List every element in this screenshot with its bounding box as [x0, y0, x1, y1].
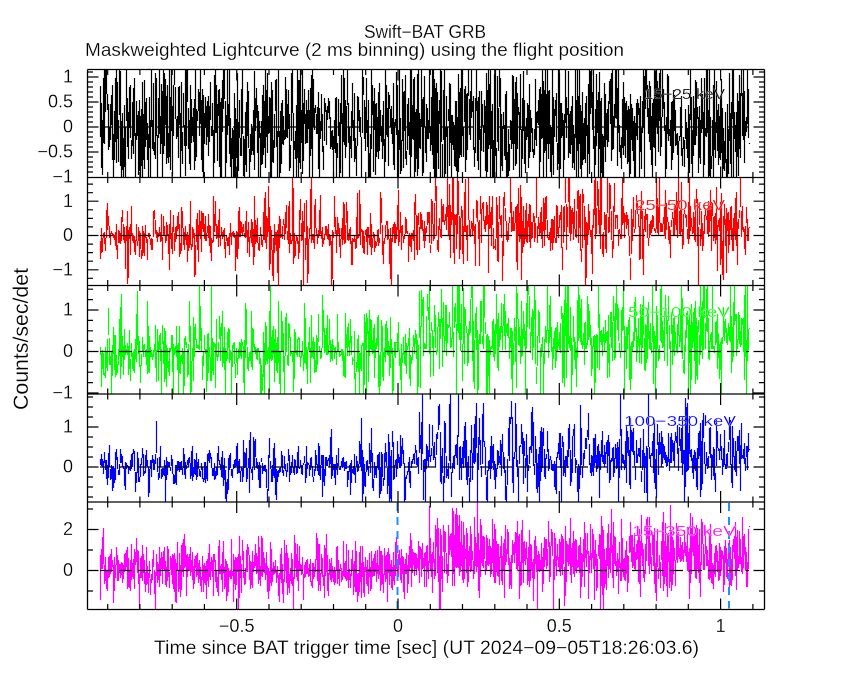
svg-text:0.5: 0.5 — [547, 616, 572, 636]
svg-text:1: 1 — [63, 417, 73, 437]
svg-text:100−350 keV: 100−350 keV — [624, 414, 736, 430]
svg-text:1: 1 — [63, 191, 73, 211]
svg-text:Maskweighted Lightcurve (2 ms: Maskweighted Lightcurve (2 ms binning) u… — [85, 40, 624, 60]
svg-text:0: 0 — [63, 225, 73, 245]
svg-text:0: 0 — [63, 341, 73, 361]
svg-text:25−50 keV: 25−50 keV — [635, 198, 725, 214]
svg-text:50−100 keV: 50−100 keV — [628, 305, 730, 321]
svg-text:Time since BAT trigger time [s: Time since BAT trigger time [sec] (UT 20… — [154, 638, 699, 659]
svg-text:15−25 keV: 15−25 keV — [644, 87, 725, 103]
svg-text:−0.5: −0.5 — [219, 616, 255, 636]
svg-text:0: 0 — [63, 560, 73, 580]
svg-text:1: 1 — [716, 616, 726, 636]
svg-text:0: 0 — [63, 117, 73, 137]
svg-text:0.5: 0.5 — [48, 92, 73, 112]
svg-text:−1: −1 — [52, 259, 73, 279]
svg-text:Swift−BAT GRB: Swift−BAT GRB — [364, 22, 486, 42]
svg-text:Counts/sec/det: Counts/sec/det — [10, 268, 33, 410]
svg-text:1: 1 — [63, 67, 73, 87]
svg-text:−0.5: −0.5 — [37, 142, 73, 162]
svg-text:2: 2 — [63, 519, 73, 539]
svg-text:1: 1 — [63, 300, 73, 320]
svg-text:−1: −1 — [52, 383, 73, 403]
svg-text:−1: −1 — [52, 167, 73, 187]
svg-text:15−350 keV: 15−350 keV — [632, 524, 736, 540]
svg-text:0: 0 — [393, 616, 403, 636]
svg-text:0: 0 — [63, 457, 73, 477]
